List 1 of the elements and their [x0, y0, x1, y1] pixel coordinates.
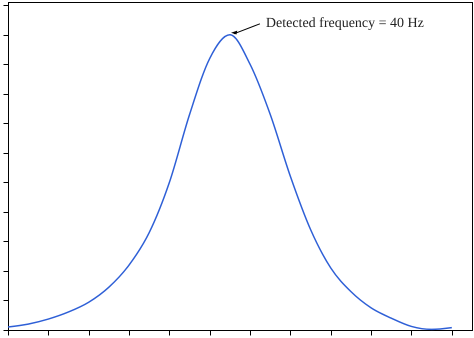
text: Detected frequency = 40 Hz — [266, 16, 424, 31]
